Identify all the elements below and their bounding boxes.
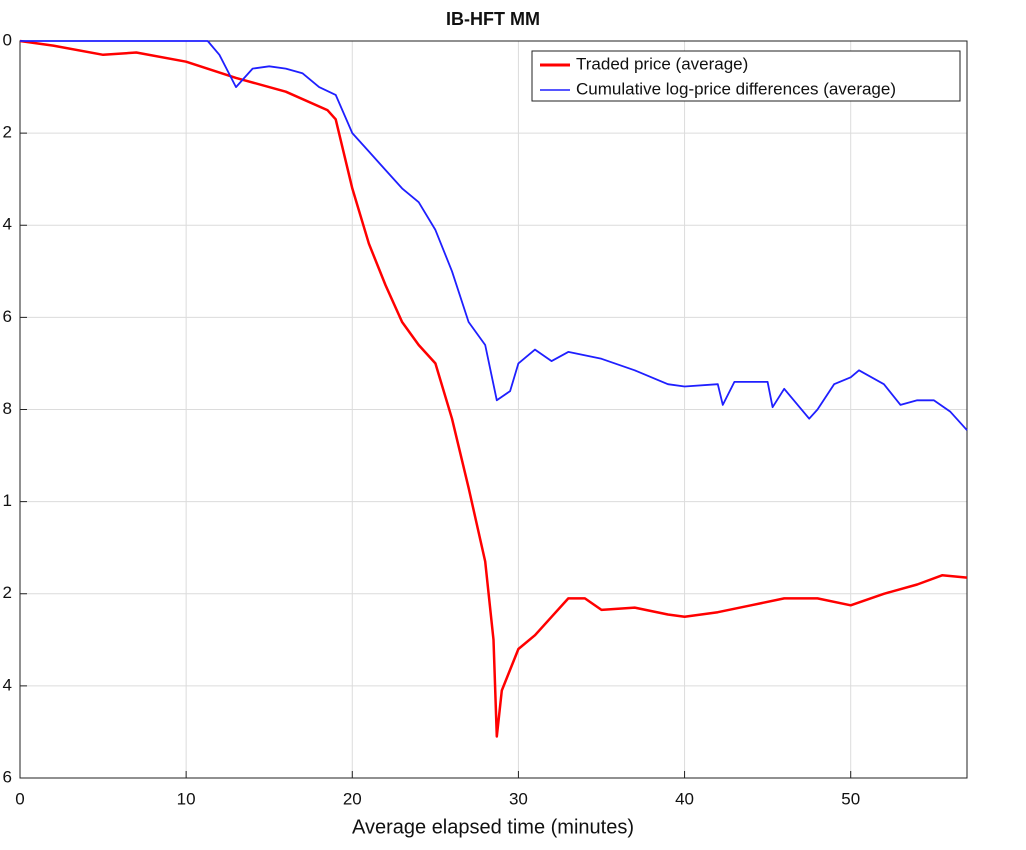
y-tick-label: 4 (3, 215, 12, 234)
series-line (20, 40, 968, 431)
x-tick-label: 0 (15, 789, 24, 808)
legend-label: Traded price (average) (576, 54, 748, 73)
legend-label: Cumulative log-price differences (averag… (576, 79, 896, 98)
plot-frame (19, 40, 968, 779)
x-tick-label: 20 (343, 789, 362, 808)
x-axis-label: Average elapsed time (minutes) (352, 816, 634, 838)
series-line (19, 39, 968, 738)
y-tick-label: 0 (3, 30, 12, 49)
y-tick-label: 6 (3, 307, 12, 326)
y-tick-label: 8 (3, 399, 12, 418)
y-tick-label: 4 (3, 675, 12, 694)
legend-box (531, 50, 961, 102)
y-tick-label: 2 (3, 583, 12, 602)
y-tick-label: 2 (3, 123, 12, 142)
x-tick-label: 50 (841, 789, 860, 808)
x-tick-label: 10 (177, 789, 196, 808)
y-tick-label: 6 (3, 767, 12, 786)
y-tick-label: 1 (3, 491, 12, 510)
x-tick-label: 30 (509, 789, 528, 808)
x-tick-label: 40 (675, 789, 694, 808)
chart-title: IB-HFT MM (446, 9, 540, 29)
